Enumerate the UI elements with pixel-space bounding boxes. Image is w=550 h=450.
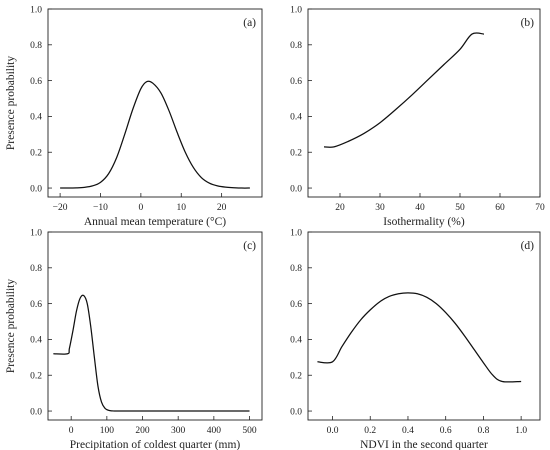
y-tick-label: 0.4 bbox=[30, 113, 42, 123]
x-tick-label: 20 bbox=[335, 203, 345, 213]
panel-1: 0.0 0.2 0.4 0.6 0.8 1.0 20 30 40 50 60 70 (b) Isother… bbox=[290, 5, 545, 228]
x-tick-label: 60 bbox=[495, 203, 505, 213]
panel-2: 0.0 0.2 0.4 0.6 0.8 1.0 0 100 200 300 400 500 (c) Pre… bbox=[5, 228, 263, 450]
x-tick-label: 1.0 bbox=[515, 426, 527, 436]
y-tick-label: 0.8 bbox=[30, 41, 42, 51]
x-tick-label: −20 bbox=[53, 203, 68, 213]
x-tick-label: 400 bbox=[207, 426, 222, 436]
response-curve bbox=[60, 80, 250, 189]
x-axis-label: Annual mean temperature (°C) bbox=[84, 216, 226, 228]
response-curve bbox=[53, 294, 250, 412]
x-tick-label: 0.0 bbox=[327, 426, 339, 436]
y-tick-label: 0.2 bbox=[30, 149, 42, 159]
y-tick-label: 1.0 bbox=[290, 228, 302, 238]
x-axis-label: Precipitation of coldest quarter (mm) bbox=[70, 439, 241, 450]
panel-label: (a) bbox=[243, 17, 256, 29]
y-tick-label: 0.0 bbox=[30, 407, 42, 417]
panel-label: (c) bbox=[243, 240, 256, 252]
x-tick-label: 50 bbox=[455, 203, 465, 213]
y-tick-label: 0.6 bbox=[30, 77, 42, 87]
x-tick-label: 0.2 bbox=[364, 426, 376, 436]
panel-0: 0.0 0.2 0.4 0.6 0.8 1.0 −20 −10 0 10 20 (a) Annual m… bbox=[5, 5, 263, 228]
x-tick-label: 0.6 bbox=[440, 426, 452, 436]
x-tick-label: 100 bbox=[100, 426, 115, 436]
y-tick-label: 0.0 bbox=[290, 407, 302, 417]
y-tick-label: 0.2 bbox=[290, 149, 302, 159]
x-axis-label: Isothermality (%) bbox=[383, 216, 465, 228]
x-tick-label: 0.8 bbox=[477, 426, 489, 436]
x-tick-label: 0 bbox=[69, 426, 74, 436]
x-tick-label: 200 bbox=[135, 426, 150, 436]
plot-frame bbox=[47, 231, 263, 421]
y-tick-label: 0.4 bbox=[290, 113, 302, 123]
x-tick-label: −10 bbox=[93, 203, 108, 213]
x-tick-label: 10 bbox=[176, 203, 186, 213]
x-tick-label: 40 bbox=[415, 203, 425, 213]
y-tick-label: 1.0 bbox=[290, 5, 302, 15]
y-tick-label: 0.0 bbox=[290, 184, 302, 194]
x-axis-label: NDVI in the second quarter bbox=[360, 439, 488, 450]
y-axis-label: Presence probability bbox=[5, 56, 17, 150]
response-curve bbox=[323, 32, 485, 148]
y-tick-label: 0.8 bbox=[30, 264, 42, 274]
y-tick-label: 0.8 bbox=[290, 41, 302, 51]
y-tick-label: 0.4 bbox=[290, 336, 302, 346]
y-tick-label: 1.0 bbox=[30, 228, 42, 238]
y-tick-label: 0.6 bbox=[290, 77, 302, 87]
x-tick-label: 70 bbox=[535, 203, 545, 213]
plot-frame bbox=[47, 8, 263, 198]
x-tick-label: 500 bbox=[242, 426, 257, 436]
x-tick-label: 0 bbox=[138, 203, 143, 213]
x-tick-label: 20 bbox=[217, 203, 227, 213]
panel-label: (d) bbox=[521, 240, 535, 252]
y-tick-label: 0.2 bbox=[30, 372, 42, 382]
y-tick-label: 0.4 bbox=[30, 336, 42, 346]
y-tick-label: 0.2 bbox=[290, 372, 302, 382]
y-tick-label: 0.8 bbox=[290, 264, 302, 274]
y-tick-label: 0.6 bbox=[290, 300, 302, 310]
y-tick-label: 1.0 bbox=[30, 5, 42, 15]
x-tick-label: 30 bbox=[375, 203, 385, 213]
panel-label: (b) bbox=[521, 17, 535, 29]
plot-frame bbox=[307, 231, 541, 421]
y-tick-label: 0.0 bbox=[30, 184, 42, 194]
x-tick-label: 300 bbox=[171, 426, 186, 436]
response-curve bbox=[317, 292, 522, 383]
y-axis-label: Presence probability bbox=[5, 279, 17, 373]
panel-3: 0.0 0.2 0.4 0.6 0.8 1.0 0.0 0.2 0.4 0.6 0.8 1.0 (d) N… bbox=[290, 228, 541, 450]
plot-frame bbox=[307, 8, 541, 198]
x-tick-label: 0.4 bbox=[402, 426, 414, 436]
y-tick-label: 0.6 bbox=[30, 300, 42, 310]
